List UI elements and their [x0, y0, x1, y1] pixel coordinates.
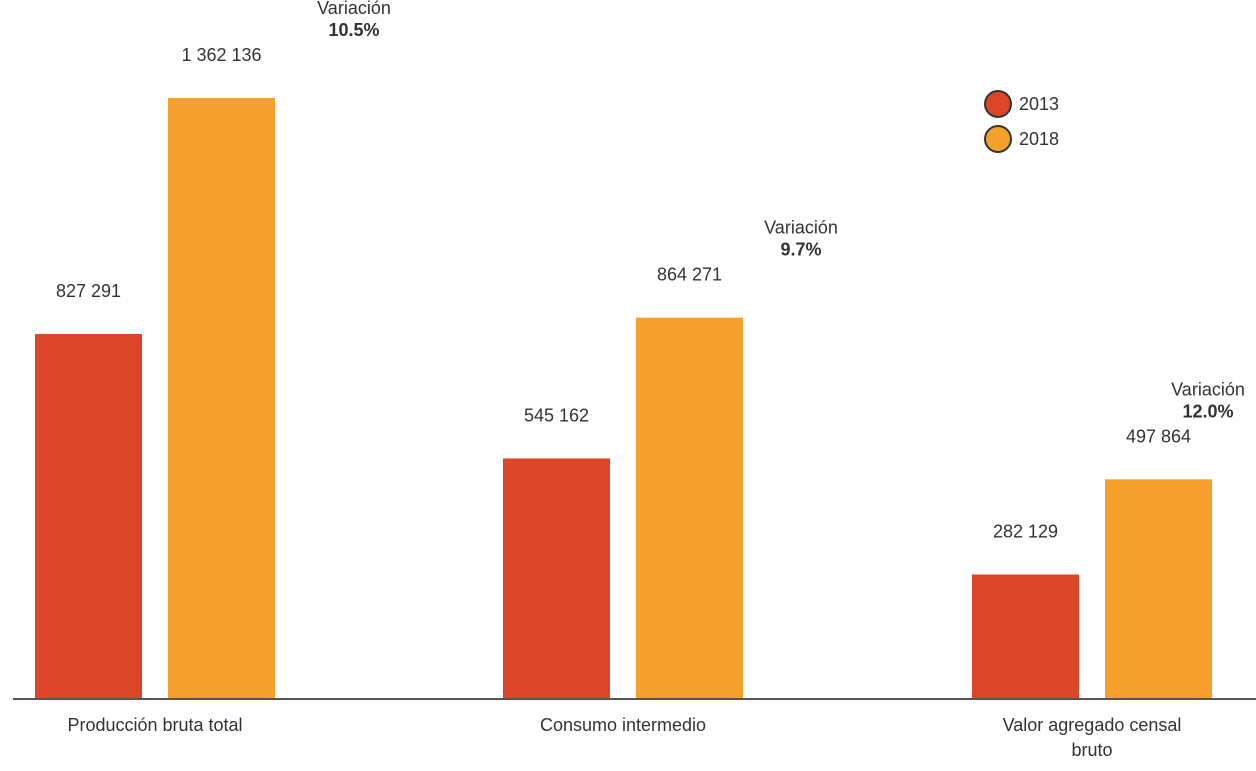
bar-2013-2 [503, 458, 610, 699]
variation-value-3: 12.0% [1182, 401, 1233, 421]
category-label-line: Producción bruta total [67, 715, 242, 735]
category-label-2: Consumo intermedio [540, 715, 706, 735]
data-label-2018-3: 497 864 [1126, 426, 1191, 446]
category-label-line: Consumo intermedio [540, 715, 706, 735]
bar-2013-3 [972, 574, 1079, 699]
legend-label-2013: 2013 [1019, 94, 1059, 114]
bar-2018-2 [636, 317, 743, 699]
bar-2018-3 [1105, 479, 1212, 699]
bar-2018-1 [168, 98, 275, 699]
data-label-2018-2: 864 271 [657, 265, 722, 285]
variation-title-2: Variación [764, 218, 838, 238]
data-label-2013-1: 827 291 [56, 281, 121, 301]
legend-marker-2018 [984, 125, 1012, 153]
variation-value-2: 9.7% [780, 240, 821, 260]
data-label-2013-2: 545 162 [524, 405, 589, 425]
category-label-line: Valor agregado censal [1003, 715, 1182, 735]
data-label-2018-1: 1 362 136 [181, 45, 261, 65]
variation-title-3: Variación [1171, 379, 1245, 399]
bar-2013-1 [35, 333, 142, 699]
data-label-2013-3: 282 129 [993, 522, 1058, 542]
variation-title-1: Variación [317, 0, 391, 18]
legend-marker-2013 [984, 90, 1012, 118]
category-label-3: Valor agregado censal bruto [1003, 715, 1182, 760]
category-label-1: Producción bruta total [67, 715, 242, 735]
variation-value-1: 10.5% [328, 20, 379, 40]
legend-label-2018: 2018 [1019, 129, 1059, 149]
category-label-line: bruto [1071, 740, 1112, 760]
